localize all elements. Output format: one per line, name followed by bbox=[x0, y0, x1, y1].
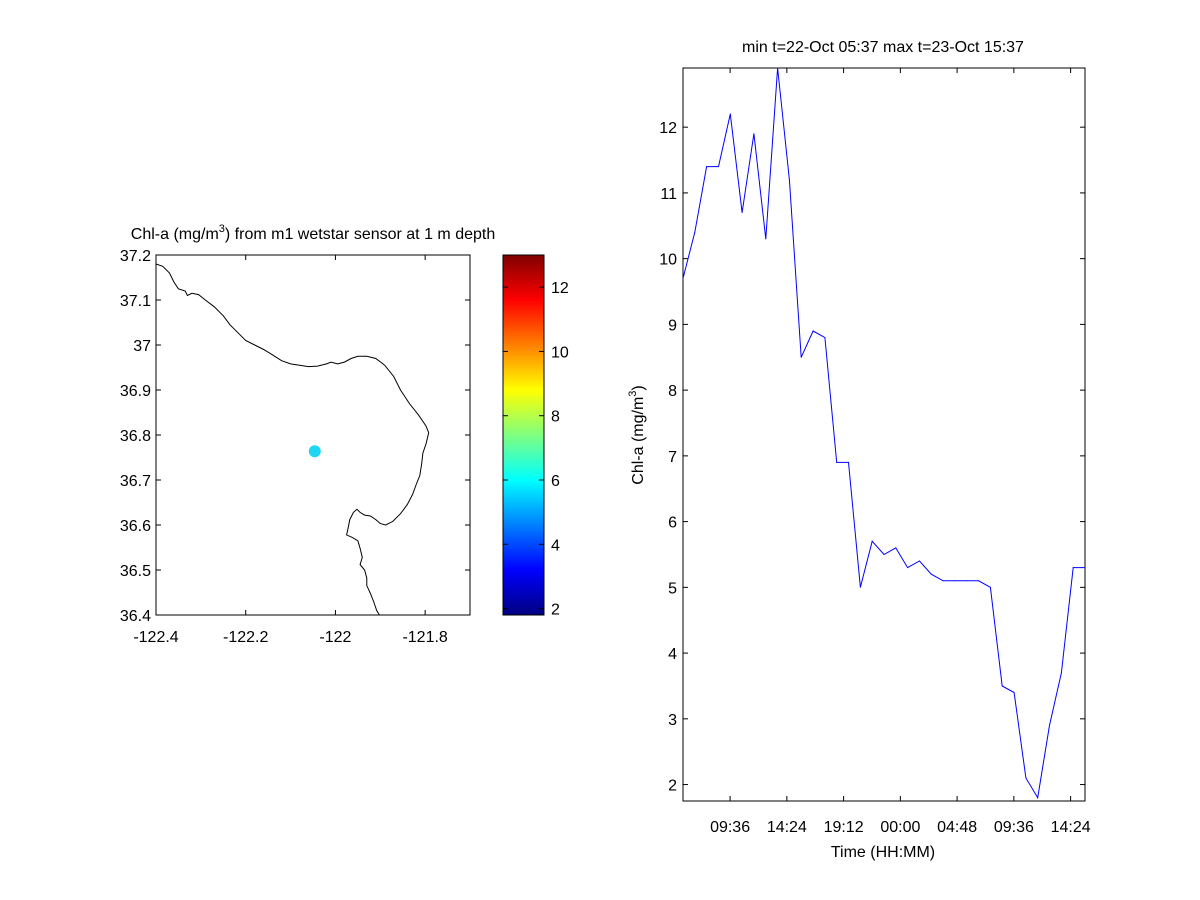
map-x-axis: -122.4 -122.2 -122 -121.8 bbox=[133, 255, 448, 646]
colorbar-tick-label: 12 bbox=[551, 280, 569, 297]
map-axes bbox=[155, 254, 471, 616]
map-y-tick-label: 36.6 bbox=[120, 518, 151, 535]
map-y-tick-label: 37 bbox=[133, 338, 151, 355]
chart-y-axis: 2 3 4 5 6 7 8 9 10 11 12 bbox=[659, 120, 1085, 795]
colorbar-tick-label: 8 bbox=[551, 409, 560, 426]
y-tick-label: 8 bbox=[668, 383, 677, 400]
colorbar-tick-label: 10 bbox=[551, 344, 569, 361]
map-y-tick-label: 36.7 bbox=[120, 473, 151, 490]
y-tick-label: 11 bbox=[660, 186, 677, 203]
timeseries-panel: min t=22-Oct 05:37 max t=23-Oct 15:37 2 3… bbox=[627, 39, 1091, 861]
map-x-tick-label: -121.8 bbox=[402, 629, 447, 646]
station-marker-m1[interactable] bbox=[308, 445, 321, 458]
map-y-tick-label: 36.4 bbox=[120, 608, 151, 625]
x-tick-label: 14:24 bbox=[767, 819, 807, 836]
colorbar-tick-label: 6 bbox=[551, 473, 560, 490]
y-tick-label: 10 bbox=[659, 252, 677, 269]
chart-x-axis: 09:36 14:24 19:12 00:00 04:48 09:36 14:24 bbox=[710, 68, 1091, 836]
map-x-tick-label: -122.2 bbox=[223, 629, 268, 646]
y-tick-label: 5 bbox=[668, 580, 677, 597]
colorbar-tick-label: 4 bbox=[551, 537, 560, 554]
map-y-axis: 37.2 37.1 37 36.9 36.8 36.7 36.6 36.5 36.4 bbox=[120, 248, 470, 625]
x-axis-label: Time (HH:MM) bbox=[831, 844, 935, 861]
y-tick-label: 9 bbox=[668, 317, 677, 334]
y-axis-label: Chl-a (mg/m3) bbox=[627, 385, 647, 484]
map-y-tick-label: 37.1 bbox=[120, 293, 151, 310]
x-tick-label: 09:36 bbox=[994, 819, 1034, 836]
x-tick-label: 00:00 bbox=[880, 819, 920, 836]
colorbar: 12 10 8 6 4 2 bbox=[502, 254, 569, 619]
y-tick-label: 3 bbox=[668, 712, 677, 729]
colorbar-tick-label: 2 bbox=[551, 602, 560, 619]
colorbar-ticks: 12 10 8 6 4 2 bbox=[503, 280, 569, 619]
map-title: Chl-a (mg/m3) from m1 wetstar sensor at … bbox=[131, 223, 495, 243]
chart-title: min t=22-Oct 05:37 max t=23-Oct 15:37 bbox=[742, 39, 1024, 56]
y-tick-label: 7 bbox=[668, 449, 677, 466]
x-tick-label: 19:12 bbox=[824, 819, 864, 836]
y-tick-label: 6 bbox=[668, 515, 677, 532]
map-x-tick-label: -122 bbox=[319, 629, 351, 646]
series-line-chl-a bbox=[682, 67, 1085, 800]
map-panel: Chl-a (mg/m3) from m1 wetstar sensor at … bbox=[120, 223, 495, 646]
coastline bbox=[155, 263, 430, 616]
x-tick-label: 09:36 bbox=[710, 819, 750, 836]
map-y-tick-label: 36.5 bbox=[120, 563, 151, 580]
y-tick-label: 12 bbox=[659, 120, 677, 137]
map-y-tick-label: 36.8 bbox=[120, 428, 151, 445]
colorbar-gradient bbox=[502, 254, 545, 616]
map-y-tick-label: 37.2 bbox=[120, 248, 151, 265]
map-y-tick-label: 36.9 bbox=[120, 383, 151, 400]
map-x-tick-label: -122.4 bbox=[133, 629, 178, 646]
y-tick-label: 4 bbox=[668, 646, 677, 663]
x-tick-label: 04:48 bbox=[937, 819, 977, 836]
y-tick-label: 2 bbox=[668, 778, 677, 795]
chart-axes bbox=[682, 67, 1086, 802]
x-tick-label: 14:24 bbox=[1051, 819, 1091, 836]
